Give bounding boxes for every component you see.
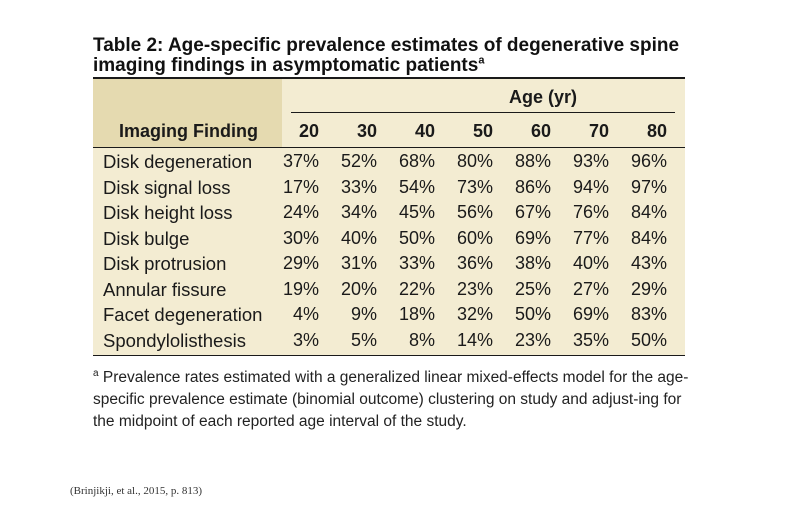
imaging-finding-header: Imaging Finding <box>119 121 258 141</box>
table-cell: 67% <box>514 202 551 222</box>
age-col-header: 30 <box>356 121 377 141</box>
table-cell: 31% <box>340 253 377 273</box>
table-cell: 94% <box>572 176 609 197</box>
age-col-header: 60 <box>530 121 551 141</box>
table-cell: 50% <box>630 329 667 350</box>
table-cell: 69% <box>572 304 609 324</box>
table-cell: 50% <box>398 227 435 248</box>
table-cell: 29% <box>630 278 667 299</box>
table-cell: 40% <box>340 227 377 248</box>
table-cell: 30% <box>282 227 319 248</box>
age-col-header: 50 <box>472 121 493 141</box>
table-cell: 33% <box>340 176 377 197</box>
table-cell: 17% <box>282 176 319 197</box>
table-footnote: a Prevalence rates estimated with a gene… <box>93 363 693 433</box>
age-group-header: Age (yr) <box>508 87 577 107</box>
row-label: Disk degeneration <box>103 151 253 172</box>
table-cell: 23% <box>456 278 493 299</box>
table-cell: 73% <box>456 176 493 197</box>
table-cell: 77% <box>572 227 609 248</box>
table-cell: 50% <box>514 304 551 324</box>
table-cell: 84% <box>630 202 667 222</box>
table-cell: 84% <box>630 227 667 248</box>
footnote-marker: a <box>93 368 99 379</box>
age-col-header: 20 <box>298 121 319 141</box>
table-cell: 80% <box>456 151 493 171</box>
table-cell: 32% <box>456 304 493 324</box>
table-cell: 27% <box>572 278 609 299</box>
row-label: Disk protrusion <box>103 253 227 274</box>
footnote-text: Prevalence rates estimated with a genera… <box>93 369 689 431</box>
row-label: Facet degeneration <box>103 304 263 325</box>
age-col-header: 40 <box>414 121 435 141</box>
table-cell: 52% <box>340 151 377 171</box>
table-cell: 38% <box>514 253 551 273</box>
table-cell: 40% <box>572 253 609 273</box>
table-cell: 29% <box>282 253 319 273</box>
table-cell: 86% <box>514 176 551 197</box>
table-cell: 3% <box>292 329 319 350</box>
row-label: Annular fissure <box>103 278 227 300</box>
table-cell: 60% <box>456 227 493 248</box>
table-cell: 18% <box>398 304 435 324</box>
table-cell: 4% <box>292 304 319 324</box>
row-label: Spondylolisthesis <box>103 329 246 351</box>
table-cell: 93% <box>572 151 609 171</box>
title-footnote-marker: a <box>478 54 485 67</box>
table-cell: 34% <box>340 202 377 222</box>
table-cell: 45% <box>398 202 435 222</box>
table-cell: 54% <box>398 176 435 197</box>
table-cell: 43% <box>630 253 667 273</box>
prevalence-table: Age (yr) Imaging Finding Disk degenerati… <box>93 77 685 356</box>
table-cell: 97% <box>630 176 667 197</box>
row-label: Disk height loss <box>103 202 233 223</box>
age-group-rule <box>291 112 675 113</box>
table-cell: 8% <box>408 329 435 350</box>
row-label: Disk bulge <box>103 227 190 249</box>
table-cell: 24% <box>282 202 319 222</box>
table-cell: 14% <box>456 329 493 350</box>
table-cell: 68% <box>398 151 435 171</box>
table-cell: 76% <box>572 202 609 222</box>
table-cell: 33% <box>398 253 435 273</box>
table-cell: 83% <box>630 304 667 324</box>
table-cell: 19% <box>282 278 319 299</box>
table-cell: 22% <box>398 278 435 299</box>
age-col-header: 70 <box>588 121 609 141</box>
table-cell: 23% <box>514 329 551 350</box>
table-title: Table 2: Age-specific prevalence estimat… <box>93 36 713 76</box>
table-cell: 36% <box>456 253 493 273</box>
table-cell: 5% <box>350 329 377 350</box>
table-cell: 20% <box>340 278 377 299</box>
table-cell: 69% <box>514 227 551 248</box>
table-cell: 25% <box>514 278 551 299</box>
table-cell: 35% <box>572 329 609 350</box>
table-cell: 88% <box>514 151 551 171</box>
table-cell: 56% <box>456 202 493 222</box>
age-col-header: 80 <box>646 121 667 141</box>
table-cell: 37% <box>282 151 319 171</box>
table-cell: 9% <box>350 304 377 324</box>
header-left-band <box>93 79 282 147</box>
table-title-text: Table 2: Age-specific prevalence estimat… <box>93 35 680 76</box>
source-citation: (Brinjikji, et al., 2015, p. 813) <box>70 485 202 497</box>
header-rule <box>93 147 685 148</box>
table-cell: 96% <box>630 151 667 171</box>
row-label: Disk signal loss <box>103 176 231 198</box>
header-right-band <box>282 79 685 147</box>
